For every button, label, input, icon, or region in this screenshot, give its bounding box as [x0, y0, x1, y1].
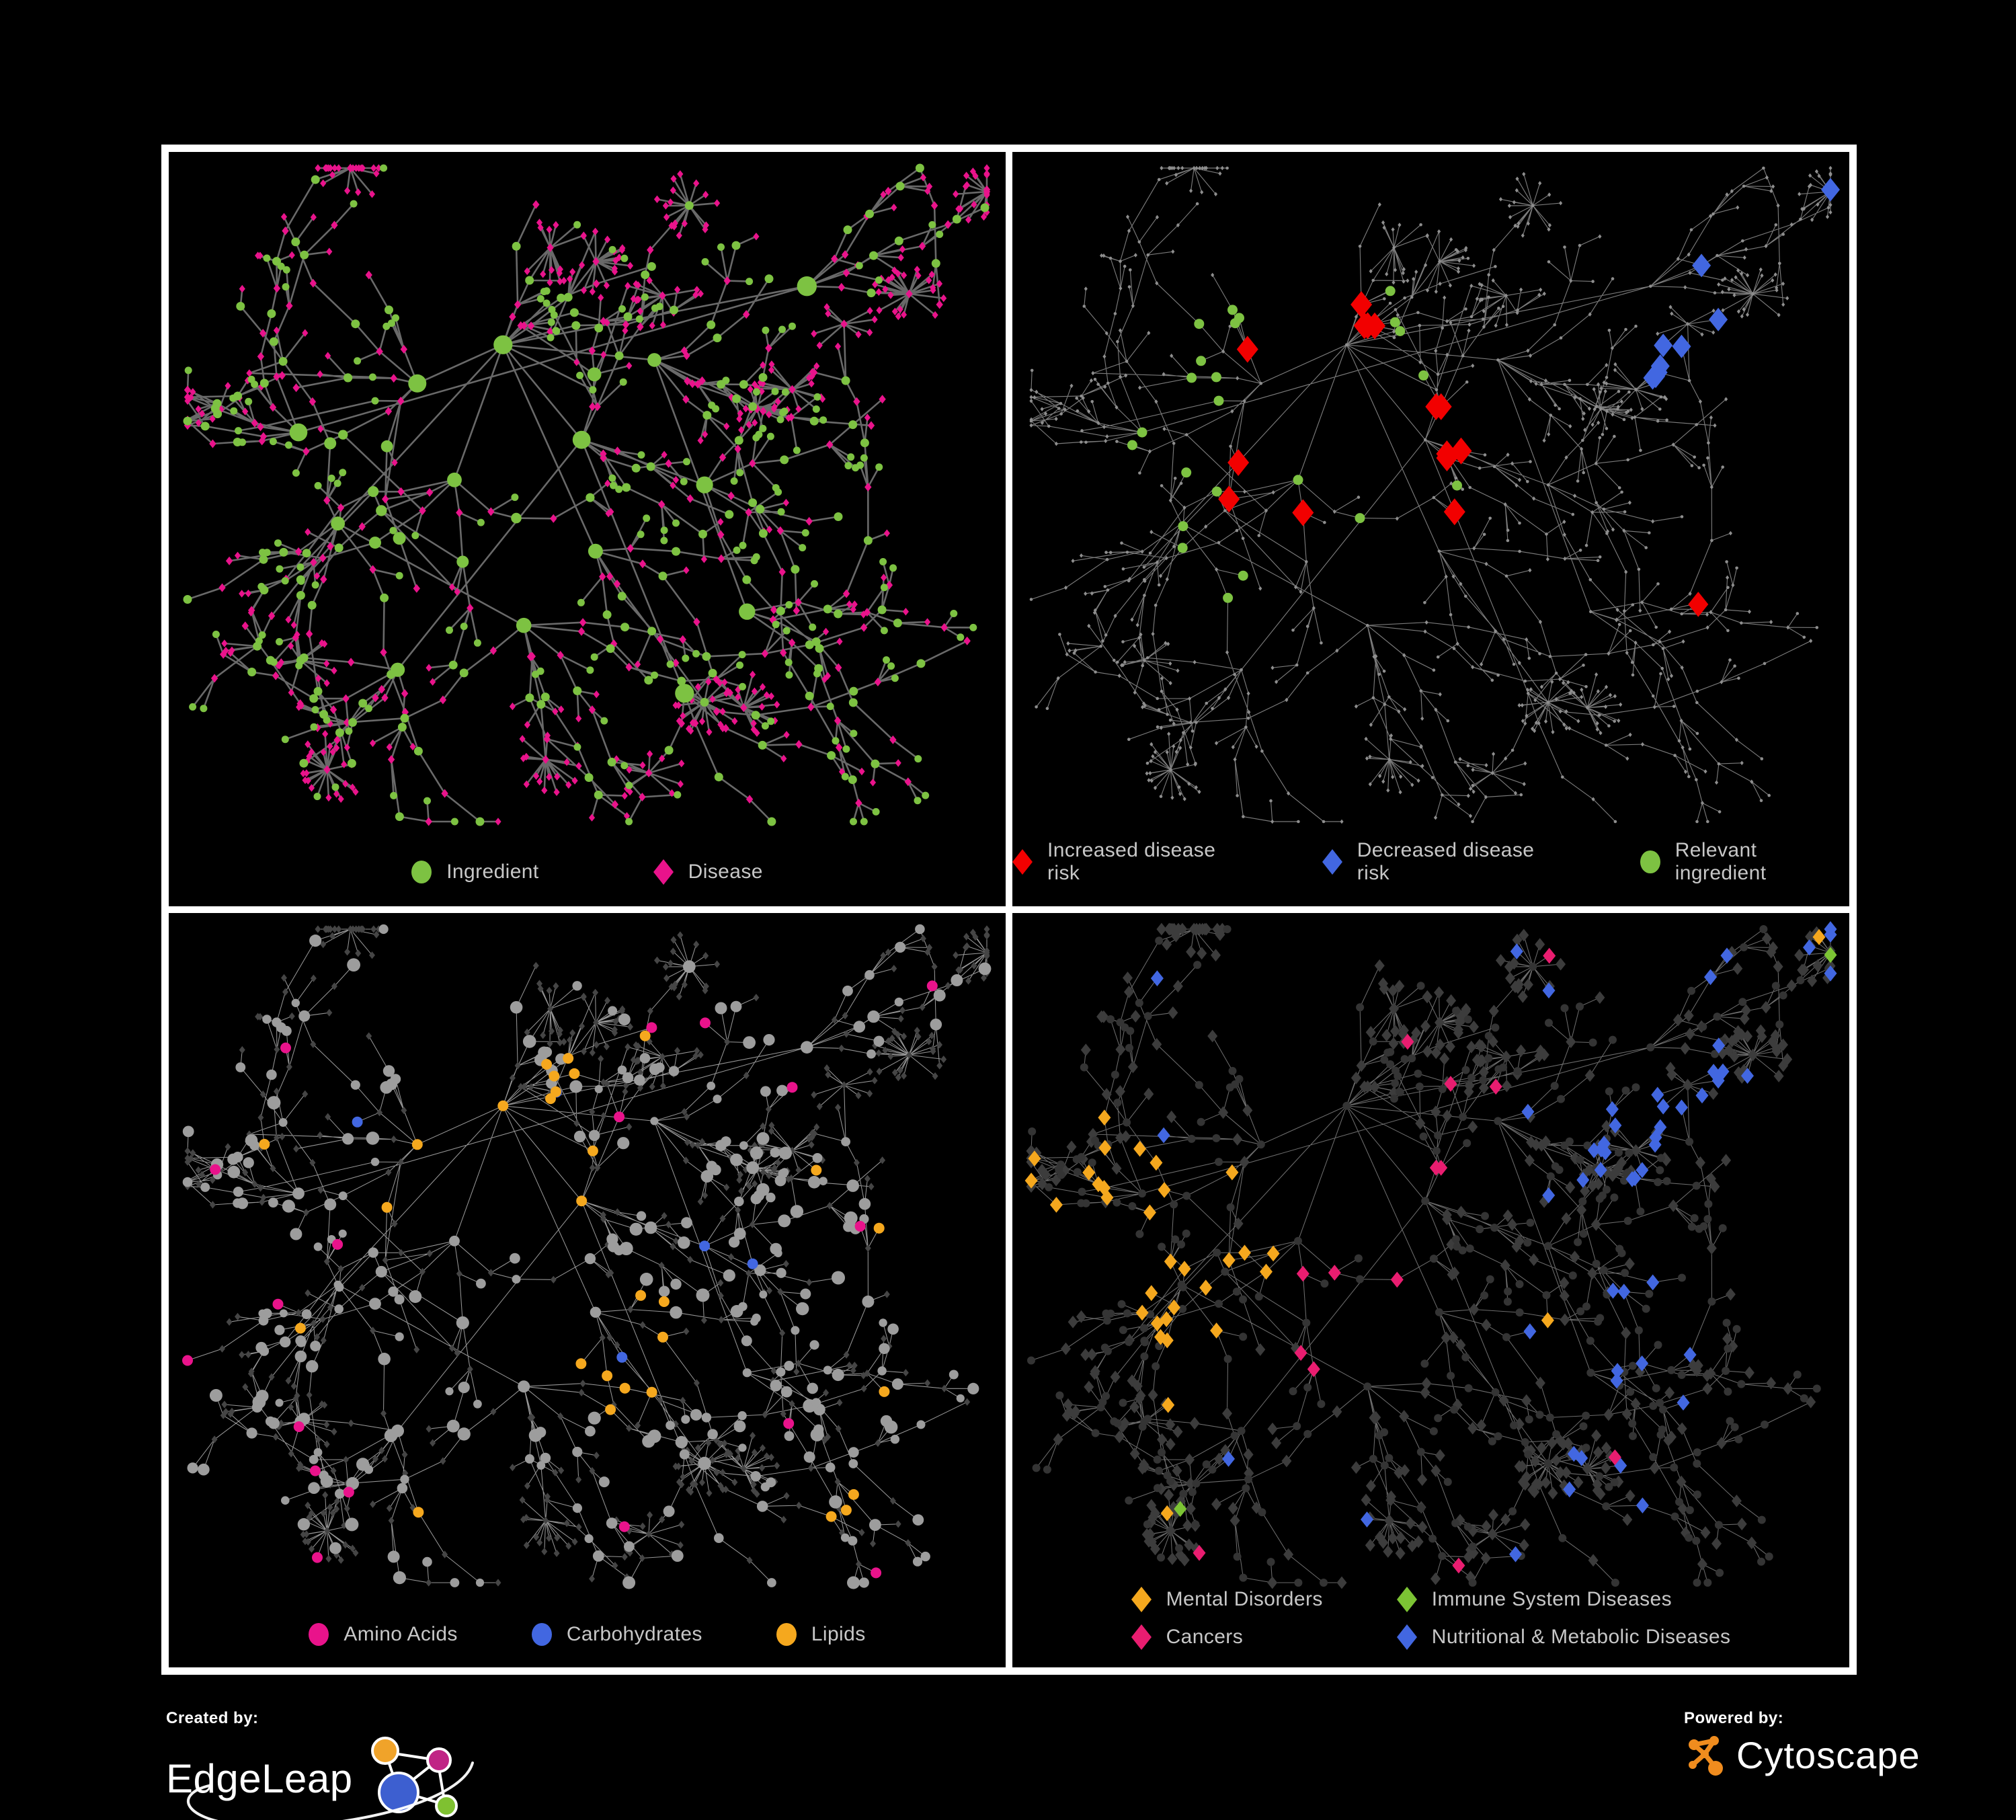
panel-ingredient-disease: Ingredient Disease	[169, 152, 1006, 906]
legend-item: Disease	[653, 859, 763, 885]
panel-disease-risk: Increased disease risk Decreased disease …	[1012, 152, 1849, 906]
diamond-icon	[1396, 1587, 1417, 1612]
legend-item: Cancers	[1131, 1624, 1244, 1650]
legend-item: Decreased disease risk	[1322, 839, 1567, 885]
legend-nutrient-classes: Amino Acids Carbohydrates Lipids	[169, 1623, 1006, 1646]
legend-label: Relevant ingredient	[1675, 839, 1767, 884]
diamond-icon	[1396, 1624, 1417, 1650]
network-graph-disease-classes	[1024, 921, 1837, 1589]
legend-label: Ingredient	[446, 861, 539, 883]
legend-label: Decreased disease risk	[1357, 839, 1535, 884]
legend-label: Immune System Diseases	[1431, 1588, 1672, 1610]
edgeleap-logo-icon	[370, 1737, 458, 1817]
panel-disease-classes: Mental Disorders Immune System Diseases Ca…	[1012, 913, 1849, 1667]
diamond-icon	[1131, 1624, 1152, 1650]
circle-icon	[776, 1623, 797, 1646]
cytoscape-logo-icon	[1689, 1736, 1723, 1776]
legend-item: Immune System Diseases	[1396, 1587, 1672, 1612]
diamond-icon	[653, 859, 674, 885]
legend-item: Mental Disorders	[1131, 1587, 1323, 1612]
legend-disease-classes: Mental Disorders Immune System Diseases Ca…	[1131, 1587, 1731, 1650]
legend-item: Relevant ingredient	[1640, 839, 1849, 885]
legend-label: Carbohydrates	[566, 1623, 702, 1645]
legend-label: Mental Disorders	[1166, 1588, 1323, 1610]
network-graph-ingredient-disease	[183, 163, 991, 826]
cytoscape-branding: Powered by: Cytoscape	[1684, 1709, 1921, 1778]
legend-item: Ingredient	[411, 861, 538, 883]
legend-label: Increased disease risk	[1047, 839, 1216, 884]
legend-item: Lipids	[776, 1623, 866, 1646]
network-graph-nutrient-classes	[182, 924, 992, 1589]
circle-icon	[309, 1623, 329, 1646]
legend-label: Lipids	[811, 1623, 866, 1645]
diamond-icon	[1012, 849, 1033, 875]
edgeleap-wordmark: EdgeLeap	[166, 1756, 353, 1801]
cytoscape-wordmark: Cytoscape	[1736, 1734, 1921, 1776]
legend-ingredient-disease: Ingredient Disease	[169, 859, 1006, 885]
legend-label: Disease	[688, 861, 763, 883]
edgeleap-branding: Created by: EdgeLeap	[166, 1709, 474, 1820]
diamond-icon	[1322, 849, 1342, 875]
diamond-icon	[1131, 1587, 1152, 1612]
created-by-label: Created by:	[166, 1709, 259, 1727]
circle-icon	[531, 1623, 552, 1646]
circle-icon	[1640, 850, 1660, 873]
legend-label: Cancers	[1166, 1626, 1244, 1648]
legend-label: Nutritional & Metabolic Diseases	[1431, 1626, 1731, 1648]
legend-item: Nutritional & Metabolic Diseases	[1396, 1624, 1731, 1650]
panel-nutrient-classes: Amino Acids Carbohydrates Lipids	[169, 913, 1006, 1667]
network-graph-disease-risk	[1029, 165, 1840, 824]
legend-label: Amino Acids	[344, 1623, 458, 1645]
legend-item: Amino Acids	[309, 1623, 457, 1646]
legend-disease-risk: Increased disease risk Decreased disease …	[1012, 839, 1849, 885]
circle-icon	[411, 861, 432, 883]
legend-item: Increased disease risk	[1012, 839, 1248, 885]
powered-by-label: Powered by:	[1684, 1709, 1784, 1727]
panel-grid: Ingredient Disease Increased disease risk…	[161, 145, 1857, 1675]
legend-item: Carbohydrates	[531, 1623, 702, 1646]
